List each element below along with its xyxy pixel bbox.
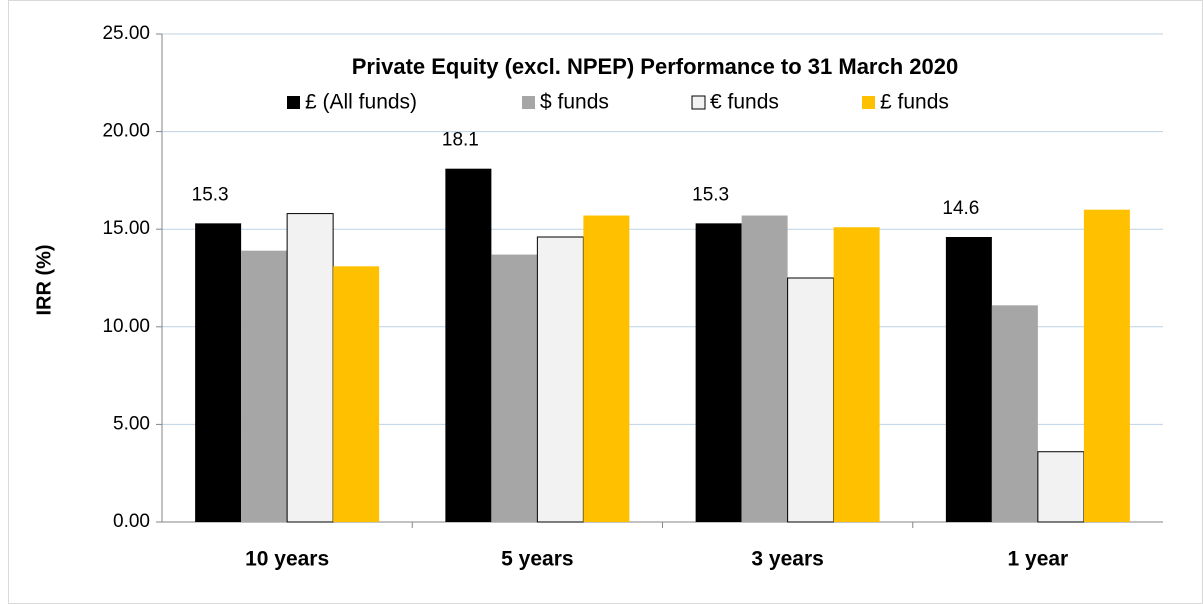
legend-swatch xyxy=(691,95,706,110)
bar xyxy=(1037,451,1085,523)
y-tick-label: 20.00 xyxy=(102,121,150,142)
y-tick-label: 0.00 xyxy=(113,511,150,532)
bar xyxy=(536,236,584,523)
bar xyxy=(333,266,380,522)
y-tick-label: 15.00 xyxy=(102,218,150,239)
legend-label: $ funds xyxy=(540,91,609,114)
data-label: 15.3 xyxy=(192,184,229,205)
x-tick-label: 1 year xyxy=(1008,548,1069,571)
legend-label: £ (All funds) xyxy=(305,91,417,114)
bar xyxy=(286,213,334,523)
bar xyxy=(1083,209,1130,522)
bar xyxy=(583,215,630,522)
y-tick-label: 5.00 xyxy=(113,413,150,434)
y-tick-label: 25.00 xyxy=(102,23,150,44)
x-tick-label: 10 years xyxy=(245,548,329,571)
x-tick-label: 3 years xyxy=(751,548,823,571)
bar xyxy=(195,223,242,522)
legend-label: € funds xyxy=(710,91,779,114)
legend-swatch xyxy=(522,96,535,109)
bar xyxy=(241,250,288,522)
data-label: 15.3 xyxy=(692,184,729,205)
legend-label: £ funds xyxy=(880,91,949,114)
bar xyxy=(991,305,1038,522)
y-tick-label: 10.00 xyxy=(102,316,150,337)
bar xyxy=(491,254,538,523)
legend-swatch xyxy=(287,96,300,109)
legend-swatch xyxy=(862,96,875,109)
data-label: 14.6 xyxy=(942,198,979,219)
bar xyxy=(695,223,742,522)
bar xyxy=(741,215,788,522)
chart-title: Private Equity (excl. NPEP) Performance … xyxy=(352,54,958,79)
bar xyxy=(833,227,880,523)
x-tick-label: 5 years xyxy=(501,548,573,571)
bar xyxy=(945,237,992,522)
data-label: 18.1 xyxy=(442,130,479,151)
bar xyxy=(445,168,492,523)
y-axis-label: IRR (%) xyxy=(33,244,55,315)
bar xyxy=(787,277,835,523)
